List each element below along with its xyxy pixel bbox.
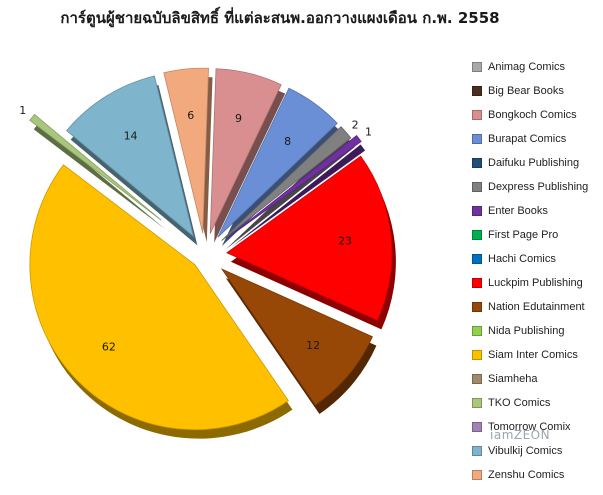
pie-slice bbox=[66, 75, 195, 238]
legend-label: First Page Pro bbox=[488, 229, 559, 241]
pie-slice-depth bbox=[33, 123, 166, 230]
legend-swatch bbox=[472, 422, 482, 432]
legend-item: Zenshu Comics bbox=[472, 463, 603, 487]
watermark-text: iamZEON bbox=[490, 428, 551, 442]
legend-swatch bbox=[472, 302, 482, 312]
pie-data-label: 1 bbox=[19, 104, 26, 117]
legend-swatch bbox=[472, 278, 482, 288]
legend-label: Big Bear Books bbox=[488, 85, 564, 97]
legend-swatch bbox=[472, 374, 482, 384]
pie-data-label: 62 bbox=[102, 341, 116, 354]
legend-swatch bbox=[472, 230, 482, 240]
legend-item: Burapat Comics bbox=[472, 127, 603, 151]
legend-label: Animag Comics bbox=[488, 61, 566, 73]
legend-label: Vibulkij Comics bbox=[488, 445, 563, 457]
legend-swatch bbox=[472, 446, 482, 456]
legend-label: Hachi Comics bbox=[488, 253, 556, 265]
legend-item: Hachi Comics bbox=[472, 247, 603, 271]
legend-item: Nida Publishing bbox=[472, 319, 603, 343]
pie-slice bbox=[163, 67, 209, 234]
legend-swatch bbox=[472, 110, 482, 120]
pie-data-label: 9 bbox=[235, 112, 242, 125]
legend-item: Bongkoch Comics bbox=[472, 103, 603, 127]
pie-data-label: 8 bbox=[284, 135, 291, 148]
legend-label: Dexpress Publishing bbox=[488, 181, 589, 193]
legend-swatch bbox=[472, 182, 482, 192]
legend-label: Burapat Comics bbox=[488, 133, 567, 145]
legend-item: Vibulkij Comics bbox=[472, 439, 603, 463]
pie-slice bbox=[209, 68, 282, 234]
legend-label: Siam Inter Comics bbox=[488, 349, 578, 361]
legend-label: Nation Edutainment bbox=[488, 301, 585, 313]
legend-item: Luckpim Publishing bbox=[472, 271, 603, 295]
legend-swatch bbox=[472, 398, 482, 408]
pie-slice bbox=[220, 268, 373, 406]
legend-label: Luckpim Publishing bbox=[488, 277, 583, 289]
legend-swatch bbox=[472, 158, 482, 168]
legend-item: Dexpress Publishing bbox=[472, 175, 603, 199]
chart-title: การ์ตูนผู้ชายฉบับลิขสิทธิ์ ที่แต่ละสนพ.อ… bbox=[60, 9, 500, 27]
legend-label: Bongkoch Comics bbox=[488, 109, 577, 121]
legend-swatch bbox=[472, 254, 482, 264]
legend-label: Tomorrow Comix bbox=[488, 421, 571, 433]
legend-swatch bbox=[472, 350, 482, 360]
legend-swatch bbox=[472, 86, 482, 96]
pie-slice bbox=[227, 134, 362, 239]
pie-slice bbox=[221, 126, 352, 241]
legend-item: Siamheha bbox=[472, 367, 603, 391]
legend-item: Animag Comics bbox=[472, 55, 603, 79]
pie-slice bbox=[226, 155, 393, 321]
pie-data-label: 2 bbox=[352, 118, 359, 131]
legend-label: Zenshu Comics bbox=[488, 469, 565, 481]
legend-swatch bbox=[472, 206, 482, 216]
legend-item: Tomorrow Comix bbox=[472, 415, 603, 439]
legend-label: Daifuku Publishing bbox=[488, 157, 580, 169]
legend-label: Nida Publishing bbox=[488, 325, 565, 337]
pie-data-label: 14 bbox=[124, 129, 138, 142]
legend-item: Enter Books bbox=[472, 199, 603, 223]
legend-label: TKO Comics bbox=[488, 397, 551, 409]
legend-swatch bbox=[472, 470, 482, 480]
pie-slice-depth bbox=[231, 144, 366, 248]
legend-swatch bbox=[472, 134, 482, 144]
chart-legend: Animag Comics Big Bear Books Bongkoch Comi… bbox=[472, 55, 603, 487]
legend-item: Nation Edutainment bbox=[472, 295, 603, 319]
pie-slice bbox=[29, 113, 162, 221]
legend-item: TKO Comics bbox=[472, 391, 603, 415]
pie-slice bbox=[29, 164, 289, 431]
legend-item: First Page Pro bbox=[472, 223, 603, 247]
pie-data-label: 23 bbox=[338, 235, 352, 248]
pie-data-label: 6 bbox=[187, 109, 194, 122]
legend-item: Big Bear Books bbox=[472, 79, 603, 103]
legend-item: Daifuku Publishing bbox=[472, 151, 603, 175]
pie-data-label: 12 bbox=[306, 339, 320, 352]
legend-item: Siam Inter Comics bbox=[472, 343, 603, 367]
legend-swatch bbox=[472, 326, 482, 336]
legend-swatch bbox=[472, 62, 482, 72]
pie-slice bbox=[217, 87, 338, 238]
legend-label: Enter Books bbox=[488, 205, 548, 217]
legend-label: Siamheha bbox=[488, 373, 538, 385]
pie-data-label: 1 bbox=[365, 125, 372, 138]
